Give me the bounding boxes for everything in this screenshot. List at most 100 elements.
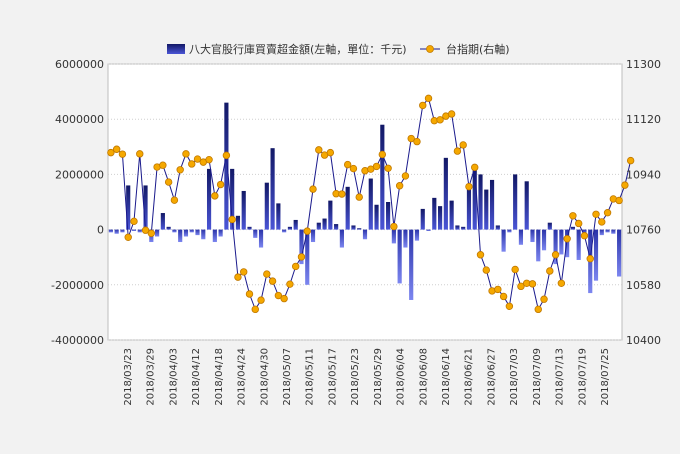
- x-tick-label: 2018/07/25: [600, 348, 611, 406]
- x-tick-label: 2018/04/12: [191, 348, 202, 406]
- bar: [397, 229, 402, 284]
- line-point: [476, 251, 485, 259]
- x-tick-label: 2018/05/17: [327, 348, 338, 406]
- line-point: [626, 156, 635, 165]
- line-point: [286, 280, 294, 288]
- right-tick-label: 11300: [626, 58, 661, 71]
- line-point: [482, 266, 490, 274]
- bar: [489, 179, 495, 230]
- line-point: [234, 273, 242, 281]
- bar: [305, 229, 310, 285]
- legend-line-label: 台指期(右軸): [446, 42, 510, 56]
- line-point: [263, 270, 271, 278]
- bar: [495, 225, 500, 230]
- line-point: [349, 164, 358, 173]
- line-point: [384, 164, 392, 172]
- x-tick-label: 2018/05/29: [373, 348, 384, 406]
- line-point: [471, 163, 479, 172]
- bar: [345, 186, 350, 230]
- bar: [195, 229, 200, 236]
- bar: [605, 229, 610, 233]
- bar: [108, 229, 113, 233]
- bar: [570, 226, 575, 230]
- line-point: [413, 137, 421, 146]
- x-tick-label: 2018/06/04: [396, 348, 407, 406]
- line-point: [534, 305, 542, 314]
- bar: [565, 229, 570, 258]
- bar: [374, 204, 379, 230]
- x-tick-label: 2018/06/08: [418, 348, 429, 406]
- line-point: [505, 302, 514, 310]
- bar: [368, 178, 373, 230]
- line-point: [245, 290, 254, 298]
- bar: [380, 124, 385, 230]
- x-tick-label: 2018/06/27: [486, 348, 497, 406]
- bar: [507, 229, 512, 233]
- right-tick-label: 10580: [626, 279, 661, 292]
- x-tick-label: 2018/07/19: [577, 348, 588, 406]
- line-point: [586, 255, 594, 263]
- line-point: [147, 229, 156, 237]
- bar: [155, 229, 160, 237]
- line-point: [309, 185, 317, 193]
- bar: [172, 229, 177, 233]
- x-tick-label: 2018/04/18: [214, 348, 225, 406]
- line-point: [130, 217, 138, 226]
- line-point: [372, 162, 381, 171]
- bar: [143, 185, 148, 230]
- bar: [299, 229, 304, 265]
- x-tick-label: 2018/07/03: [509, 348, 520, 406]
- bar: [553, 229, 558, 265]
- bar: [432, 197, 437, 230]
- line-point: [592, 210, 600, 218]
- line-point: [615, 196, 623, 205]
- bar: [484, 189, 489, 230]
- bar: [541, 229, 547, 251]
- bar: [126, 185, 131, 230]
- bar: [455, 225, 460, 230]
- bar: [183, 229, 189, 237]
- line-point: [176, 166, 184, 174]
- bar: [599, 229, 604, 236]
- bar: [391, 229, 396, 244]
- legend: 八大官股行庫買賣超金額(左軸，單位：千元) 台指期(右軸): [167, 42, 510, 56]
- bar: [403, 229, 408, 248]
- left-tick-label: 4000000: [55, 113, 104, 126]
- line-point: [499, 292, 508, 301]
- bar: [218, 229, 223, 237]
- line-point: [546, 267, 554, 275]
- line-point: [395, 182, 404, 190]
- x-tick-label: 2018/04/03: [168, 348, 179, 406]
- line-point: [297, 253, 306, 261]
- left-tick-label: 6000000: [55, 58, 104, 71]
- right-tick-label: 11120: [626, 113, 661, 126]
- bar: [189, 229, 194, 233]
- line-point: [228, 215, 236, 224]
- line-point: [326, 148, 335, 157]
- line-point: [540, 295, 548, 303]
- line-point: [211, 192, 219, 200]
- line-point: [436, 116, 444, 124]
- line-point: [240, 268, 248, 276]
- line-point: [136, 150, 144, 158]
- line-point: [118, 150, 127, 158]
- bar: [230, 168, 235, 230]
- bar: [611, 229, 616, 234]
- line-point: [563, 235, 571, 243]
- bar: [270, 148, 275, 230]
- line-point: [170, 196, 179, 204]
- line-point: [315, 146, 323, 154]
- x-tick-label: 2018/07/09: [532, 348, 543, 406]
- line-point: [580, 232, 589, 240]
- line-point: [251, 305, 259, 314]
- x-tick-label: 2018/05/07: [282, 348, 293, 406]
- legend-bar-swatch: [167, 44, 185, 54]
- line-point: [268, 277, 277, 285]
- bar: [224, 102, 229, 230]
- line-point: [182, 150, 190, 158]
- line-point: [159, 161, 167, 169]
- bar: [478, 174, 483, 230]
- bar: [264, 182, 269, 230]
- bar: [334, 224, 339, 230]
- bar: [316, 222, 321, 230]
